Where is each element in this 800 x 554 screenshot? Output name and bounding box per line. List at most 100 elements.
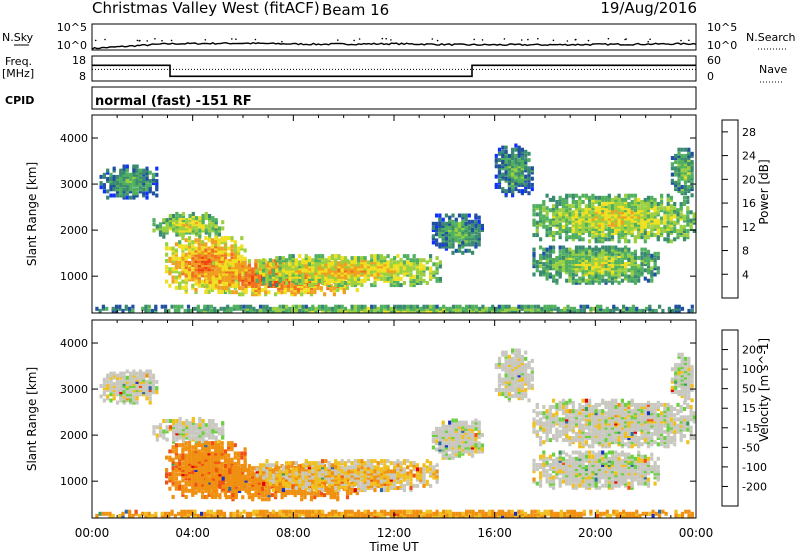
heatmap-cell: [591, 195, 595, 200]
heatmap-cell: [211, 271, 215, 276]
heatmap-cell: [520, 176, 524, 181]
heatmap-cell: [584, 218, 588, 223]
heatmap-cell: [154, 304, 158, 309]
heatmap-cell: [204, 459, 208, 464]
heatmap-cell: [511, 191, 515, 196]
heatmap-cell: [690, 151, 694, 156]
heatmap-cell: [207, 447, 211, 452]
heatmap-cell: [530, 182, 534, 187]
heatmap-cell: [314, 260, 318, 265]
heatmap-cell: [545, 210, 549, 215]
heatmap-cell: [129, 174, 133, 179]
heatmap-cell: [614, 247, 618, 252]
heatmap-cell: [497, 306, 501, 311]
heatmap-cell: [379, 268, 384, 273]
heatmap-cell: [187, 474, 192, 479]
heatmap-cell: [314, 264, 318, 269]
heatmap-cell: [194, 216, 199, 221]
heatmap-cell: [624, 229, 628, 233]
heatmap-cell: [686, 195, 690, 200]
heatmap-cell: [194, 425, 199, 430]
heatmap-cell: [614, 204, 618, 209]
heatmap-cell: [227, 474, 231, 479]
heatmap-cell: [527, 304, 531, 309]
heatmap-cell: [267, 486, 271, 491]
heatmap-cell: [379, 254, 384, 259]
heatmap-cell: [633, 270, 637, 275]
heatmap-cell: [197, 474, 201, 479]
heatmap-cell: [109, 181, 113, 186]
heatmap-cell: [201, 466, 205, 470]
heatmap-cell: [210, 248, 214, 253]
heatmap-cell: [676, 235, 680, 240]
heatmap-cell: [591, 274, 595, 279]
heatmap-cell: [422, 272, 426, 277]
heatmap-cell: [591, 214, 595, 219]
heatmap-cell: [191, 463, 195, 468]
heatmap-cell: [530, 306, 534, 311]
heatmap-cell: [350, 258, 354, 263]
heatmap-cell: [601, 224, 605, 229]
heatmap-cell: [644, 306, 649, 311]
heatmap-cell: [142, 371, 146, 376]
heatmap-cell: [578, 224, 582, 229]
heatmap-cell: [363, 306, 367, 311]
heatmap-cell: [155, 390, 159, 395]
heatmap-cell: [115, 185, 120, 190]
heatmap-cell: [582, 306, 586, 311]
power-colorbar-tick-label: 8: [742, 245, 749, 258]
heatmap-cell: [669, 218, 673, 223]
heatmap-cell: [109, 392, 113, 397]
heatmap-cell: [360, 264, 364, 269]
heatmap-cell: [237, 457, 241, 462]
heatmap-cell: [241, 464, 245, 469]
heatmap-cell: [293, 292, 297, 297]
heatmap-cell: [595, 308, 599, 313]
heatmap-cell: [507, 168, 511, 173]
heatmap-cell: [610, 258, 615, 262]
heatmap-cell: [555, 212, 559, 217]
heatmap-cell: [637, 233, 641, 238]
heatmap-cell: [435, 226, 439, 230]
heatmap-cell: [197, 265, 201, 270]
heatmap-cell: [197, 273, 201, 278]
heatmap-cell: [588, 214, 592, 219]
heatmap-cell: [607, 270, 611, 275]
heatmap-cell: [303, 281, 307, 286]
heatmap-cell: [357, 268, 361, 273]
heatmap-cell: [353, 256, 357, 261]
heatmap-cell: [231, 261, 235, 266]
heatmap-cell: [281, 308, 285, 313]
heatmap-cell: [181, 279, 185, 284]
heatmap-cell: [558, 274, 562, 279]
heatmap-cell: [122, 392, 126, 397]
heatmap-cell: [637, 274, 641, 279]
heatmap-cell: [241, 277, 245, 282]
heatmap-cell: [597, 206, 601, 211]
heatmap-cell: [357, 306, 361, 311]
heatmap-cell: [142, 181, 146, 186]
heatmap-cell: [386, 254, 390, 259]
heatmap-cell: [624, 197, 628, 202]
heatmap-cell: [617, 229, 621, 233]
heatmap-cell: [660, 195, 664, 200]
heatmap-cell: [178, 275, 182, 280]
heatmap-cell: [138, 392, 142, 397]
heatmap-cell: [185, 429, 189, 434]
heatmap-cell: [201, 495, 205, 499]
heatmap-cell: [311, 304, 315, 309]
heatmap-cell: [129, 379, 133, 384]
heatmap-cell: [334, 266, 338, 271]
heatmap-cell: [187, 478, 192, 483]
heatmap-cell: [425, 260, 429, 265]
heatmap-cell: [191, 222, 195, 227]
heatmap-cell: [591, 258, 595, 262]
heatmap-cell: [617, 206, 621, 211]
heatmap-cell: [594, 200, 598, 204]
heatmap-cell: [142, 392, 146, 397]
heatmap-cell: [650, 272, 654, 277]
heatmap-cell: [187, 265, 192, 270]
heatmap-cell: [148, 396, 152, 401]
heatmap-cell: [207, 246, 211, 251]
heatmap-cell: [494, 174, 498, 179]
